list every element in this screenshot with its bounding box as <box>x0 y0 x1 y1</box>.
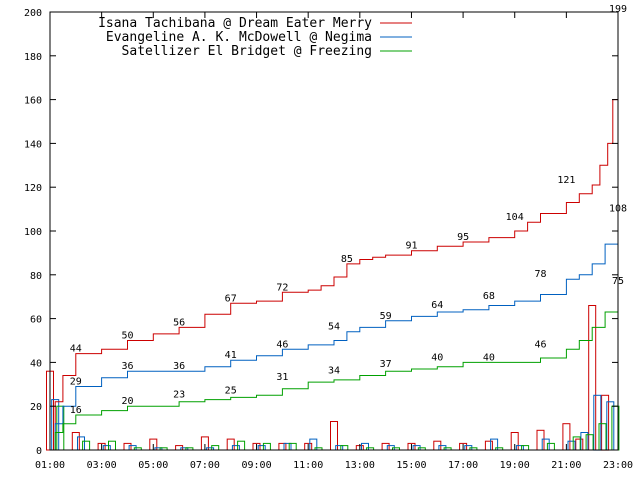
data-label: 91 <box>405 241 417 252</box>
data-label: 37 <box>380 359 392 370</box>
y-tick-label: 0 <box>36 446 42 457</box>
x-tick-label: 09:00 <box>241 460 271 471</box>
legend: Isana Tachibana @ Dream Eater MerryEvang… <box>98 16 412 59</box>
legend-entry-label: Isana Tachibana @ Dream Eater Merry <box>98 16 372 31</box>
y-tick-label: 60 <box>30 315 42 326</box>
data-label: 29 <box>70 377 82 388</box>
x-tick-label: 01:00 <box>35 460 65 471</box>
x-tick-label: 21:00 <box>551 460 581 471</box>
data-label: 23 <box>173 390 185 401</box>
x-tick-label: 13:00 <box>345 460 375 471</box>
y-tick-label: 40 <box>30 358 42 369</box>
y-tick-label: 160 <box>24 96 42 107</box>
series-line-1 <box>50 14 619 451</box>
series-line-2 <box>50 213 619 451</box>
data-label: 85 <box>341 254 353 265</box>
x-tick-label: 07:00 <box>190 460 220 471</box>
data-label: 16 <box>70 405 82 416</box>
data-label: 68 <box>483 291 495 302</box>
data-label: 67 <box>225 293 237 304</box>
data-label: 64 <box>431 300 443 311</box>
legend-entry-label: Evangeline A. K. McDowell @ Negima <box>106 30 372 45</box>
line-layer <box>50 14 619 451</box>
data-label: 72 <box>276 282 288 293</box>
data-label: 44 <box>70 344 82 355</box>
x-tick-label: 11:00 <box>293 460 323 471</box>
y-tick-label: 100 <box>24 227 42 238</box>
x-tick-label: 03:00 <box>87 460 117 471</box>
data-label: 95 <box>457 232 469 243</box>
data-label: 20 <box>121 396 133 407</box>
y-tick-label: 120 <box>24 183 42 194</box>
x-tick-label: 05:00 <box>138 460 168 471</box>
data-label: 59 <box>380 311 392 322</box>
legend-entry-label: Satellizer El Bridget @ Freezing <box>122 44 372 59</box>
data-label: 50 <box>121 331 133 342</box>
data-label: 31 <box>276 372 288 383</box>
x-tick-label: 19:00 <box>500 460 530 471</box>
data-label: 40 <box>431 352 443 363</box>
y-tick-label: 200 <box>24 8 42 19</box>
y-tick-label: 20 <box>30 402 42 413</box>
y-tick-label: 80 <box>30 271 42 282</box>
data-label: 104 <box>506 212 524 223</box>
data-label: 199 <box>609 4 627 15</box>
data-label: 36 <box>121 361 133 372</box>
x-tick-label: 17:00 <box>448 460 478 471</box>
data-label: 40 <box>483 352 495 363</box>
data-label: 41 <box>225 350 237 361</box>
y-tick-label: 140 <box>24 139 42 150</box>
series-line-3 <box>50 285 619 451</box>
data-label: 46 <box>276 339 288 350</box>
data-label: 36 <box>173 361 185 372</box>
data-label: 121 <box>557 175 575 186</box>
x-tick-label: 15:00 <box>396 460 426 471</box>
data-label: 56 <box>173 317 185 328</box>
axes: 0 20 40 60 80 100 120 140 160 180 200 01:00 03:00 05:… <box>24 8 633 471</box>
data-label: 54 <box>328 322 340 333</box>
x-tick-label: 23:00 <box>603 460 633 471</box>
data-label: 78 <box>534 269 546 280</box>
y-tick-label: 180 <box>24 52 42 63</box>
data-label: 34 <box>328 366 340 377</box>
data-label: 25 <box>225 385 237 396</box>
data-label: 46 <box>534 339 546 350</box>
